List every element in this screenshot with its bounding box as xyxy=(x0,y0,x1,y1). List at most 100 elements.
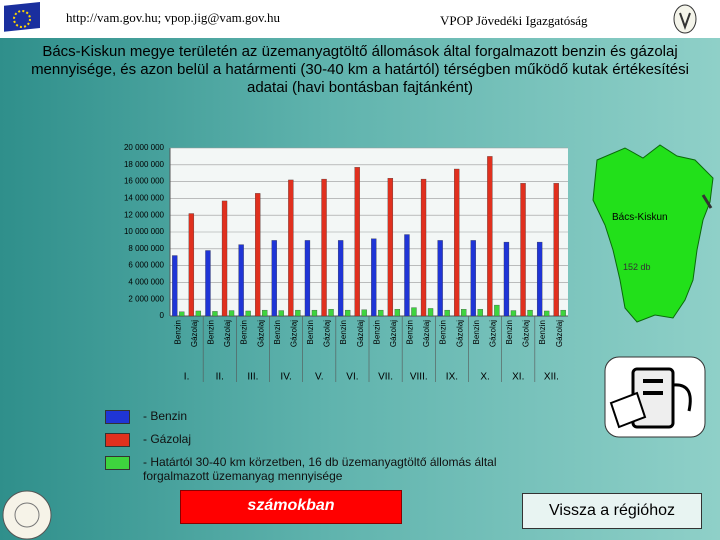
fuel-icon xyxy=(604,356,706,438)
bar xyxy=(238,244,244,317)
x-tick-label: Gázolaj xyxy=(256,320,265,347)
bar xyxy=(195,310,202,317)
back-button[interactable]: Vissza a régióhoz xyxy=(522,493,702,529)
map-count: 152 db xyxy=(623,262,651,272)
bar xyxy=(172,255,178,317)
bar xyxy=(262,309,268,317)
x-tick-label: Gázolaj xyxy=(455,320,464,347)
x-tick-label: Benzin xyxy=(406,320,415,344)
header-bar xyxy=(0,0,720,38)
bar xyxy=(487,156,493,317)
month-label: V. xyxy=(315,372,324,383)
bar xyxy=(520,183,526,317)
bar xyxy=(404,234,410,317)
y-tick-label: 2 000 000 xyxy=(128,294,164,303)
bar xyxy=(444,309,450,317)
bar xyxy=(304,240,311,317)
bar xyxy=(361,309,367,317)
map-label: Bács-Kiskun xyxy=(612,212,668,223)
legend-label: - Határtól 30-40 km körzetben, 16 db üze… xyxy=(143,455,497,483)
y-tick-label: 8 000 000 xyxy=(128,244,164,253)
y-tick-label: 0 xyxy=(160,311,165,320)
bar xyxy=(245,310,251,317)
bar xyxy=(179,311,185,317)
bar xyxy=(255,193,261,317)
x-tick-label: Benzin xyxy=(372,320,381,344)
x-tick-label: Benzin xyxy=(439,320,448,344)
x-tick-label: Gázolaj xyxy=(289,320,298,347)
bar xyxy=(328,309,334,317)
bar xyxy=(494,304,500,317)
bar xyxy=(311,309,318,317)
month-label: VIII. xyxy=(410,372,428,383)
x-tick-label: Benzin xyxy=(505,320,514,344)
x-tick-label: Gázolaj xyxy=(323,320,332,347)
x-tick-label: Benzin xyxy=(207,320,216,344)
x-tick-label: Benzin xyxy=(306,320,315,344)
bar xyxy=(371,238,377,317)
county-map xyxy=(592,144,714,323)
x-tick-label: Benzin xyxy=(472,320,481,344)
month-label: VI. xyxy=(346,372,358,383)
x-tick-label: Gázolaj xyxy=(223,320,232,347)
chart-title: Bács-Kiskun megye területén az üzemanyag… xyxy=(31,43,689,96)
bar xyxy=(321,178,327,317)
bar xyxy=(271,240,277,317)
bar xyxy=(536,241,543,317)
legend-label: - Gázolaj xyxy=(143,432,192,446)
bar xyxy=(344,309,351,317)
bar xyxy=(437,240,443,317)
bar xyxy=(543,310,550,317)
bar xyxy=(337,240,344,317)
bar xyxy=(454,168,460,317)
y-tick-label: 16 000 000 xyxy=(124,177,165,186)
month-label: X. xyxy=(480,372,489,383)
bar xyxy=(411,307,417,317)
legend-label: - Benzin xyxy=(143,409,188,423)
x-tick-label: Gázolaj xyxy=(422,320,431,347)
emblem xyxy=(673,4,697,34)
bar xyxy=(188,213,195,317)
bar xyxy=(354,167,360,317)
month-label: IV. xyxy=(280,372,291,383)
bar xyxy=(470,240,476,317)
bar xyxy=(510,310,517,317)
bar xyxy=(288,179,294,317)
y-tick-label: 20 000 000 xyxy=(124,143,165,152)
legend-swatch xyxy=(105,456,130,470)
bar xyxy=(503,241,510,317)
bar xyxy=(295,309,301,317)
legend-swatch xyxy=(105,433,130,447)
x-tick-label: Gázolaj xyxy=(488,320,497,347)
contact: http://vam.gov.hu; vpop.jig@vam.gov.hu xyxy=(66,10,280,25)
bar xyxy=(560,309,566,317)
y-tick-label: 18 000 000 xyxy=(124,160,165,169)
bar xyxy=(420,178,427,317)
bar xyxy=(553,183,559,317)
eu-flag xyxy=(4,2,40,32)
x-tick-label: Benzin xyxy=(339,320,348,344)
bar xyxy=(205,250,211,317)
bar xyxy=(221,200,228,317)
x-tick-label: Gázolaj xyxy=(356,320,365,347)
bar xyxy=(228,310,235,317)
numbers-button[interactable]: számokban xyxy=(180,490,402,524)
x-tick-label: Gázolaj xyxy=(555,320,564,347)
bar xyxy=(378,309,384,317)
bar xyxy=(278,310,284,317)
organization: VPOP Jövedéki Igazgatóság xyxy=(440,13,588,28)
bar xyxy=(427,308,434,317)
bar xyxy=(387,178,394,317)
x-tick-label: Benzin xyxy=(273,320,282,344)
y-tick-label: 4 000 000 xyxy=(128,278,164,287)
bar xyxy=(461,309,467,317)
y-tick-label: 12 000 000 xyxy=(124,210,165,219)
x-tick-label: Gázolaj xyxy=(190,320,199,347)
month-label: XI. xyxy=(512,372,524,383)
month-label: IX. xyxy=(446,372,458,383)
month-label: III. xyxy=(247,372,258,383)
month-label: XII. xyxy=(544,372,559,383)
month-label: I. xyxy=(184,372,190,383)
bar xyxy=(394,309,401,317)
